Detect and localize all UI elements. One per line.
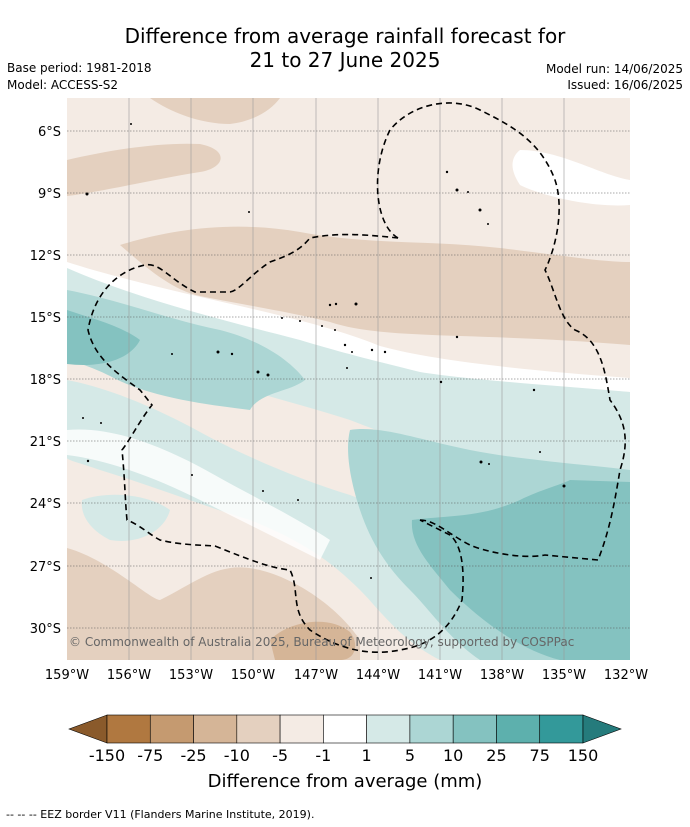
colorbar-tick-label: 150: [567, 746, 599, 765]
colorbar: [68, 714, 622, 744]
lat-label: 18°S: [30, 373, 61, 388]
copyright-text: © Commonwealth of Australia 2025, Bureau…: [69, 635, 574, 649]
lat-label: 30°S: [30, 622, 61, 637]
lon-label: 150°W: [231, 668, 275, 683]
colorbar-swatch: [539, 714, 584, 744]
lat-label: 6°S: [38, 125, 61, 140]
colorbar-swatch: [323, 714, 367, 744]
lat-label: 12°S: [30, 249, 61, 264]
model-name: Model: ACCESS-S2: [7, 78, 119, 92]
colorbar-swatch: [236, 714, 281, 744]
lon-label: 132°W: [604, 668, 648, 683]
lon-label: 147°W: [294, 668, 338, 683]
latitude-labels: 6°S 9°S 12°S 15°S 18°S 21°S 24°S 27°S 30…: [30, 125, 61, 637]
colorbar-swatch: [149, 714, 194, 744]
colorbar-swatch: [366, 714, 411, 744]
colorbar-swatch: [193, 714, 238, 744]
colorbar-arrow-high: [582, 714, 622, 744]
longitude-labels: 159°W 156°W 153°W 150°W 147°W 144°W 141°…: [45, 668, 648, 683]
title-line-2: 21 to 27 June 2025: [249, 48, 441, 72]
base-period: Base period: 1981-2018: [7, 61, 152, 75]
lon-label: 141°W: [418, 668, 462, 683]
colorbar-tick-label: 75: [529, 746, 550, 765]
colorbar-swatch: [452, 714, 497, 744]
lat-label: 15°S: [30, 311, 61, 326]
colorbar-swatch: [106, 714, 151, 744]
colorbar-tick-label: 1: [361, 746, 372, 765]
colorbar-title: Difference from average (mm): [207, 771, 483, 792]
title-line-1: Difference from average rainfall forecas…: [124, 24, 566, 48]
colorbar-tick-label: -5: [272, 746, 289, 765]
lon-label: 138°W: [480, 668, 524, 683]
colorbar-tick-label: -1: [315, 746, 332, 765]
lat-label: 24°S: [30, 497, 61, 512]
colorbar-swatch: [279, 714, 324, 744]
lat-label: 27°S: [30, 560, 61, 575]
colorbar-swatch: [496, 714, 541, 744]
map-area: [67, 98, 630, 660]
model-run: Model run: 14/06/2025: [545, 62, 683, 76]
colorbar-arrow-low: [68, 714, 108, 744]
colorbar-tick-label: -25: [180, 746, 207, 765]
eez-border: [87, 102, 626, 653]
colorbar-tick-label: 10: [442, 746, 464, 765]
islands: [82, 123, 566, 579]
lon-label: 153°W: [169, 668, 213, 683]
lon-label: 156°W: [107, 668, 151, 683]
colorbar-swatch: [409, 714, 454, 744]
lon-label: 135°W: [542, 668, 586, 683]
lat-label: 21°S: [30, 435, 61, 450]
longitude-gridlines: [128, 98, 565, 660]
colorbar-tick-label: 5: [404, 746, 415, 765]
eez-legend-note: -- -- -- EEZ border V11 (Flanders Marine…: [6, 808, 315, 821]
latitude-gridlines: [67, 130, 630, 629]
lat-label: 9°S: [38, 187, 61, 202]
lon-label: 144°W: [356, 668, 400, 683]
colorbar-tick-label: -75: [137, 746, 164, 765]
colorbar-tick-label: 25: [486, 746, 507, 765]
issued-date: Issued: 16/06/2025: [567, 78, 683, 92]
colorbar-tick-label: -150: [88, 746, 126, 765]
colorbar-tick-label: -10: [223, 746, 250, 765]
lon-label: 159°W: [45, 668, 89, 683]
